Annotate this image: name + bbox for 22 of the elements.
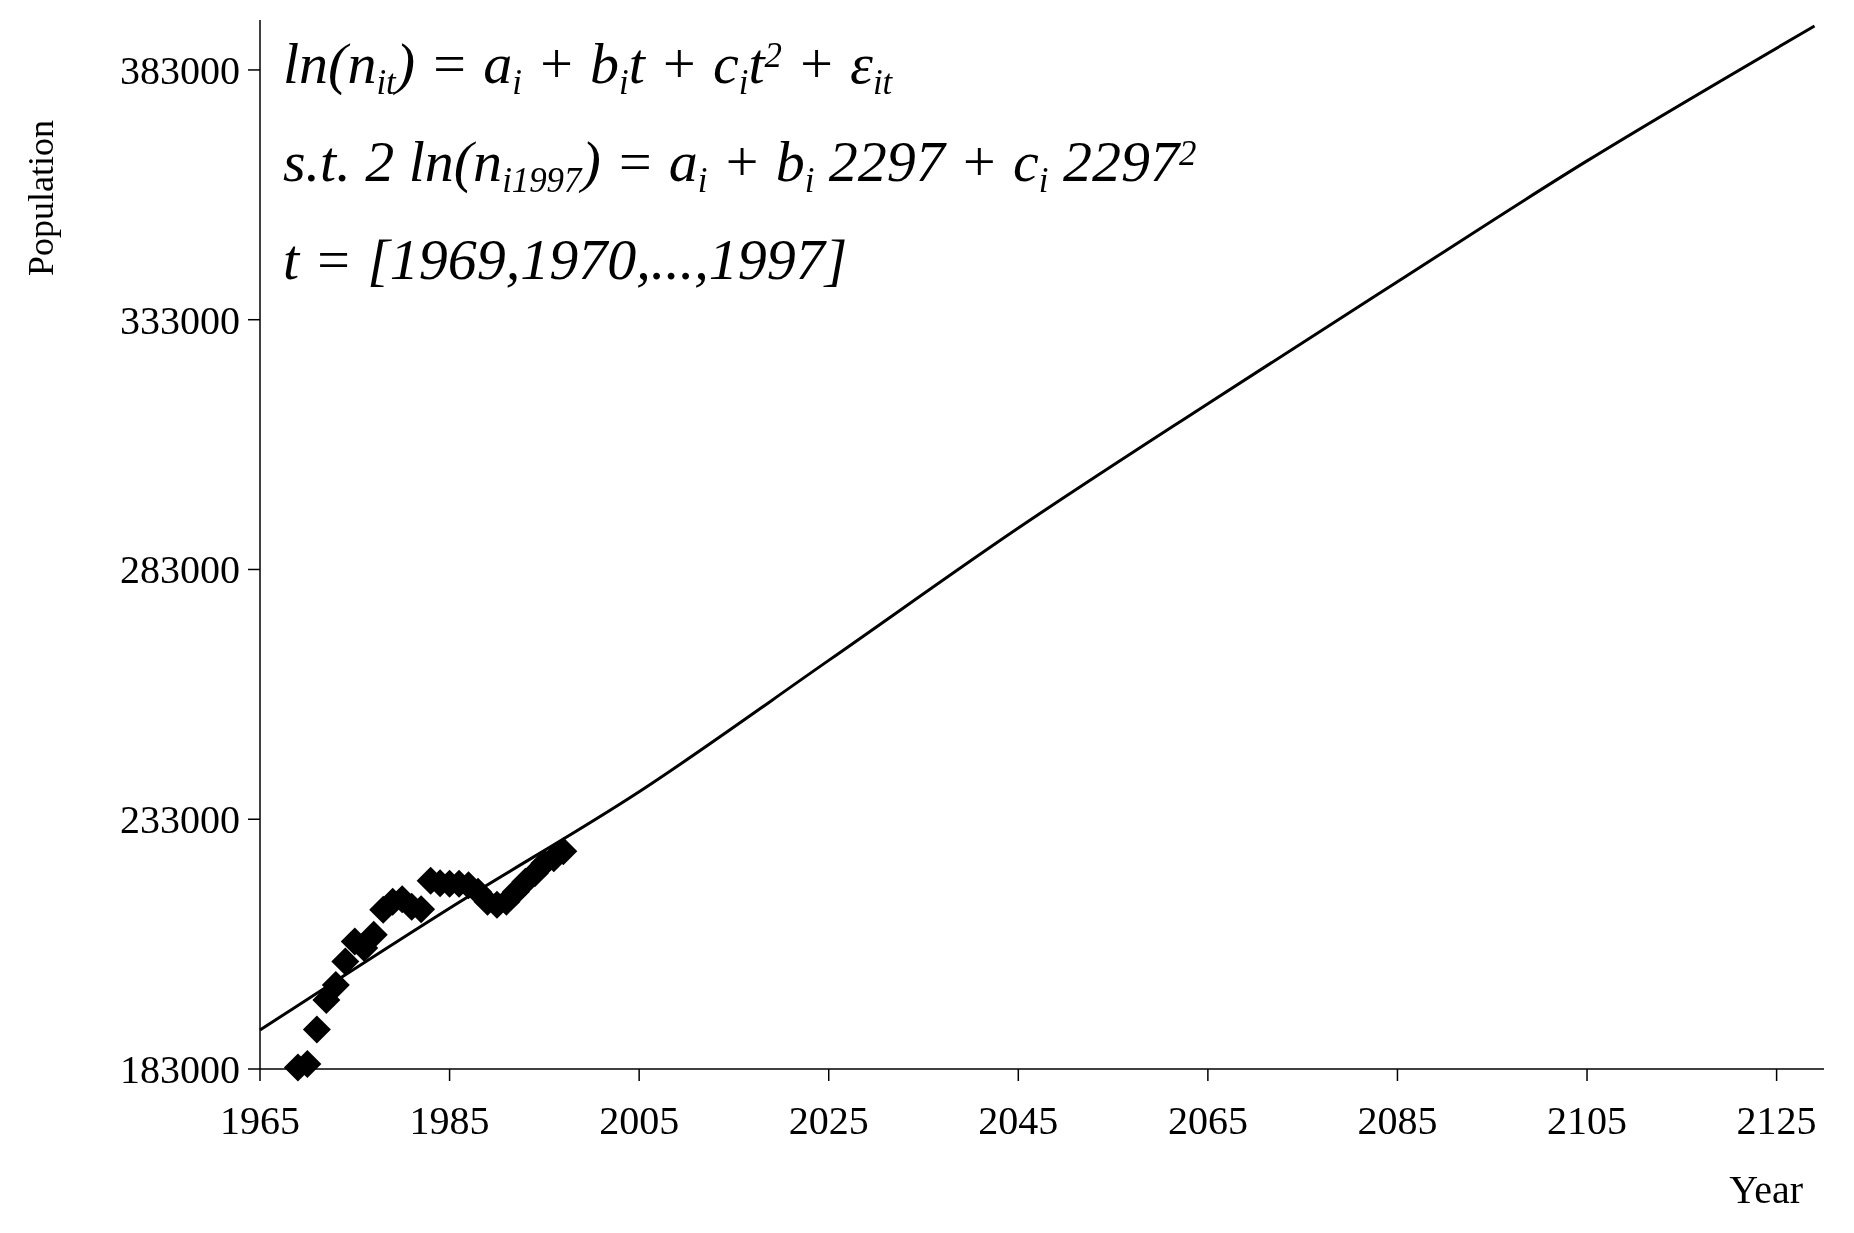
y-tick-label: 233000 xyxy=(120,797,240,843)
text: s.t. 2 ln(n$_{i1997}$) = a$_{i}$ + b$_{i}$ 2297 + c$_{i}$ 2297$^{2}$ xyxy=(283,129,1197,200)
x-tick-label: 2125 xyxy=(1736,1098,1817,1143)
point xyxy=(359,920,388,949)
text: ln(n$_{it}$) = a$_{i}$ + b$_{i}$t + c$_{i}$t$^{2}$ + ε$_{it}$ xyxy=(283,31,893,102)
x-tick-label: 2025 xyxy=(788,1098,869,1143)
x-tick-label: 2105 xyxy=(1547,1098,1628,1143)
y-axis-title: Population xyxy=(21,119,61,277)
y-tick-label: 383000 xyxy=(120,47,240,93)
annotation: t = [1969,1970,...,1997] xyxy=(283,227,848,292)
x-axis-title: Year xyxy=(1729,1167,1803,1212)
point xyxy=(331,947,360,976)
x-tick-label: 1985 xyxy=(409,1098,490,1143)
y-tick-label: 283000 xyxy=(120,547,240,593)
point xyxy=(302,1015,331,1044)
y-tick-label: 333000 xyxy=(120,297,240,343)
x-tick-label: 2065 xyxy=(1167,1098,1248,1143)
x-tick-label: 1965 xyxy=(220,1098,300,1143)
x-tick-label: 2005 xyxy=(599,1098,680,1143)
y-tick-label: 183000 xyxy=(120,1047,240,1092)
x-tick-label: 2085 xyxy=(1357,1098,1438,1143)
x-tick-label: 2045 xyxy=(978,1098,1059,1143)
